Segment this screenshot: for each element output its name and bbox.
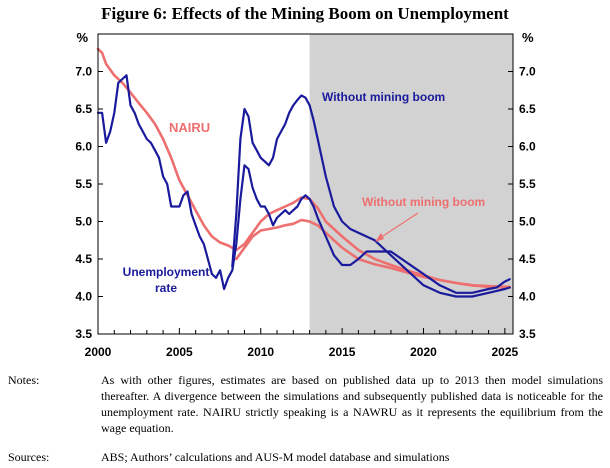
sources-text: ABS; Authors’ calculations and AUS-M mod… [101, 450, 450, 464]
series-line-nairu [96, 47, 511, 289]
y-tick-label-right-2: 4.5 [519, 252, 536, 266]
series-line-unemployment-rate-without-mining-boom [231, 94, 511, 298]
annotation-nairu: NAIRU [169, 120, 210, 135]
series-line-unemployment-rate [96, 74, 511, 294]
x-tick-label-2000: 2000 [85, 345, 112, 359]
x-axis-tick-labels: 2000 2005 2010 2015 2020 2025 [85, 345, 519, 359]
notes-label: Notes: [8, 373, 40, 387]
y-tick-label-right-6: 6.5 [519, 102, 536, 116]
chart: 3.5 4.0 4.5 5.0 5.5 6.0 6.5 7.0 3.5 4.0 4.5 5.0 5.5… [75, 30, 536, 359]
y-tick-label-left-1: 4.0 [75, 290, 92, 304]
y-tick-label-left-0: 3.5 [75, 327, 92, 341]
axis-ticks [97, 71, 513, 335]
y-tick-label-right-5: 6.0 [519, 140, 536, 154]
y-tick-label-right-7: 7.0 [519, 65, 536, 79]
y-tick-label-left-2: 4.5 [75, 252, 92, 266]
x-tick-label-2005: 2005 [166, 345, 193, 359]
sources-label: Sources: [8, 450, 50, 464]
y-tick-label-left-3: 5.0 [75, 215, 92, 229]
y-axis-right-tick-labels: 3.5 4.0 4.5 5.0 5.5 6.0 6.5 7.0 [519, 65, 536, 342]
y-tick-label-left-5: 6.0 [75, 140, 92, 154]
figure-title: Figure 6: Effects of the Mining Boom on … [101, 4, 509, 23]
x-tick-label-2025: 2025 [492, 345, 519, 359]
annotation-unemployment-rate-line1: Unemployment [123, 265, 210, 279]
y-tick-label-left-4: 5.5 [75, 177, 92, 191]
annotation-arrow-line [379, 212, 419, 239]
y-axis-left-tick-labels: 3.5 4.0 4.5 5.0 5.5 6.0 6.5 7.0 [75, 65, 92, 342]
simulation-period-shading [309, 34, 513, 334]
annotation-without-mining-boom-red: Without mining boom [362, 195, 485, 209]
y-tick-label-left-6: 6.5 [75, 102, 92, 116]
annotation-without-mining-boom-blue: Without mining boom [322, 90, 445, 104]
annotation-arrowhead [375, 233, 384, 242]
x-tick-label-2010: 2010 [247, 345, 274, 359]
annotation-unemployment-rate-line2: rate [155, 281, 177, 295]
series-line-nairu-without-mining-boom [235, 218, 511, 289]
x-tick-label-2015: 2015 [329, 345, 356, 359]
series-lines [96, 47, 511, 298]
y-axis-left-unit-label: % [76, 30, 88, 45]
y-tick-label-right-3: 5.0 [519, 215, 536, 229]
x-tick-label-2020: 2020 [410, 345, 437, 359]
y-tick-label-right-1: 4.0 [519, 290, 536, 304]
y-tick-label-right-0: 3.5 [519, 327, 536, 341]
y-axis-right-unit-label: % [522, 30, 534, 45]
notes-text: As with other figures, estimates are bas… [101, 373, 603, 435]
y-tick-label-right-4: 5.5 [519, 177, 536, 191]
y-tick-label-left-7: 7.0 [75, 65, 92, 79]
plot-frame [97, 33, 514, 335]
